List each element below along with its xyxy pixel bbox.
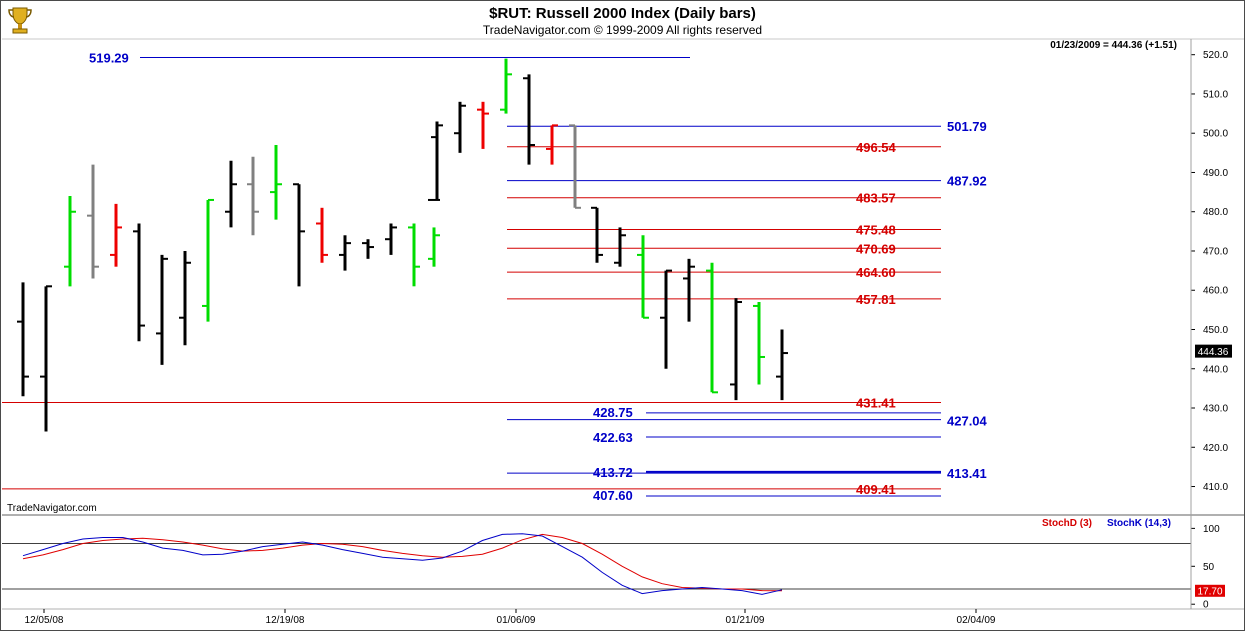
price-tick-label: 520.0 (1203, 50, 1228, 61)
ohlc-bar (546, 124, 558, 165)
ohlc-bar (776, 329, 788, 401)
ohlc-bar (730, 298, 742, 401)
level-label-470.69: 470.69 (856, 241, 896, 256)
level-label-483.57: 483.57 (856, 191, 896, 206)
ohlc-bar (477, 101, 489, 149)
price-tick-label: 410.0 (1203, 482, 1228, 493)
ohlc-bar (316, 207, 328, 263)
ohlc-bar (270, 144, 282, 220)
ohlc-bar (591, 206, 603, 263)
watermark-text: TradeNavigator.com (7, 503, 97, 514)
date-tick-label: 12/19/08 (266, 615, 305, 626)
level-label-457.81: 457.81 (856, 292, 896, 307)
ohlc-bar (293, 183, 305, 287)
price-tick-label: 470.0 (1203, 246, 1228, 257)
ohlc-bar (660, 269, 672, 369)
chart-title: $RUT: Russell 2000 Index (Daily bars) (489, 5, 756, 22)
ohlc-bar (17, 282, 29, 397)
price-tick-label: 490.0 (1203, 168, 1228, 179)
level-label-431.41: 431.41 (856, 395, 896, 410)
stoch-series-d (22, 533, 783, 592)
ohlc-bar (408, 223, 420, 287)
price-readout: 01/23/2009 = 444.36 (+1.51) (1050, 40, 1177, 51)
stoch-tick-label: 0 (1203, 600, 1209, 611)
ohlc-bar (569, 124, 581, 209)
stoch-legend-k: StochK (14,3) (1107, 518, 1171, 529)
ohlc-bar (706, 262, 718, 394)
ohlc-bar (179, 250, 191, 346)
ohlc-bar (247, 156, 259, 236)
stoch-tick-label: 100 (1203, 524, 1220, 535)
copyright-text: TradeNavigator.com © 1999-2009 All right… (482, 23, 763, 37)
ohlc-bar (202, 198, 214, 322)
ohlc-bar (614, 227, 626, 267)
ohlc-bar (428, 227, 440, 267)
ohlc-bar (156, 254, 168, 365)
level-label-496.54: 496.54 (856, 140, 897, 155)
price-tick-label: 420.0 (1203, 443, 1228, 454)
price-tick-label: 450.0 (1203, 325, 1228, 336)
level-label-413.72: 413.72 (593, 465, 633, 480)
chart-header: $RUT: Russell 2000 Index (Daily bars) Tr… (1, 1, 1244, 39)
level-label-428.75: 428.75 (593, 405, 633, 420)
date-tick-label: 02/04/09 (957, 615, 996, 626)
ohlc-bar (225, 160, 237, 228)
level-label-475.48: 475.48 (856, 222, 896, 237)
level-label-501.79: 501.79 (947, 119, 987, 134)
stoch-tick-label: 50 (1203, 562, 1215, 573)
ohlc-bar (431, 121, 443, 200)
date-tick-label: 01/06/09 (497, 615, 536, 626)
ohlc-bar (110, 203, 122, 267)
trophy-logo-icon (8, 7, 32, 34)
level-label-464.60: 464.60 (856, 265, 896, 280)
ohlc-bar (683, 258, 695, 322)
stoch-series-k (22, 533, 783, 595)
ohlc-bar (523, 74, 535, 165)
date-tick-label: 01/21/09 (726, 615, 765, 626)
last-price-label: 444.36 (1198, 347, 1229, 358)
level-label-413.41: 413.41 (947, 466, 987, 481)
stoch-value-box (1195, 584, 1225, 597)
level-label-519.29: 519.29 (89, 50, 129, 65)
price-tick-label: 480.0 (1203, 207, 1228, 218)
level-label-422.63: 422.63 (593, 430, 633, 445)
ohlc-bar (87, 164, 99, 279)
price-tick-label: 500.0 (1203, 129, 1228, 140)
date-tick-label: 12/05/08 (25, 615, 64, 626)
stoch-panel: 0 50 100 (2, 524, 1220, 611)
level-label-487.92: 487.92 (947, 174, 987, 189)
ohlc-bar (500, 58, 512, 114)
ohlc-bar (753, 302, 765, 385)
level-label-409.41: 409.41 (856, 482, 896, 497)
ohlc-bar (385, 223, 397, 255)
stoch-value-label: 17.70 (1197, 586, 1222, 597)
ohlc-bar (362, 239, 374, 259)
price-tick-label: 440.0 (1203, 364, 1228, 375)
ohlc-bar (40, 285, 52, 432)
ohlc-bar (133, 223, 145, 342)
ohlc-bar (454, 101, 466, 153)
ohlc-bar (339, 235, 351, 271)
stoch-legend-d: StochD (3) (1042, 518, 1092, 529)
last-price-box (1195, 344, 1232, 358)
level-label-427.04: 427.04 (947, 414, 988, 429)
price-tick-label: 460.0 (1203, 286, 1228, 297)
level-label-407.60: 407.60 (593, 488, 633, 503)
ohlc-bar (64, 196, 76, 287)
price-tick-label: 510.0 (1203, 89, 1228, 100)
price-tick-label: 430.0 (1203, 404, 1228, 415)
price-panel: 410.0 420.0 430.0 440.0 450.0 460.0 470.0 480.0… (2, 50, 1228, 503)
ohlc-bar (637, 235, 649, 319)
